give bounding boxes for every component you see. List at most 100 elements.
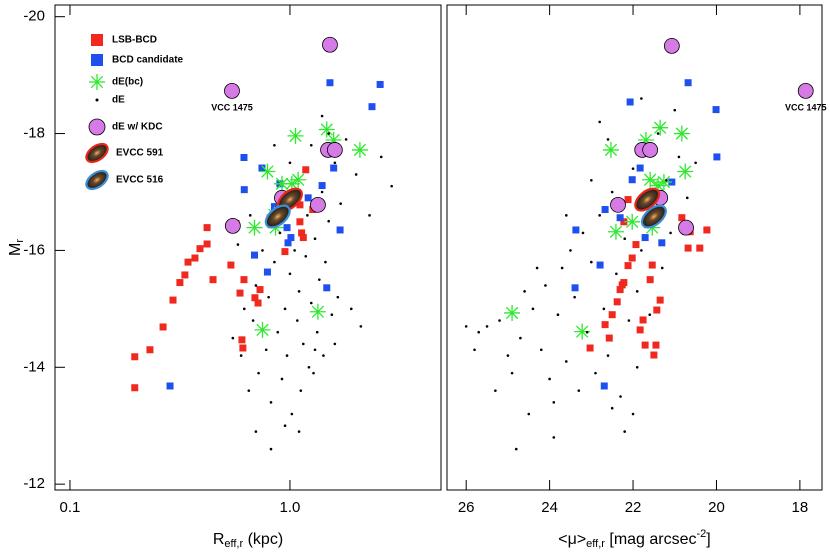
asterisk-marker bbox=[309, 303, 326, 320]
ellipse-marker bbox=[264, 204, 291, 229]
dot-marker bbox=[390, 184, 393, 188]
square-marker bbox=[238, 336, 246, 344]
square-marker bbox=[146, 346, 154, 354]
dot-marker bbox=[313, 348, 317, 352]
x-tick-label: 1.0 bbox=[280, 499, 301, 516]
dot-marker bbox=[315, 330, 319, 334]
square-marker bbox=[600, 382, 608, 390]
dot-marker bbox=[339, 202, 342, 205]
asterisk-stroke bbox=[643, 173, 657, 186]
legend-swatch bbox=[85, 169, 109, 191]
y-tick-label: -16 bbox=[23, 241, 45, 258]
circle-marker bbox=[310, 196, 326, 213]
x-tick-label: 20 bbox=[708, 499, 725, 516]
dot-marker bbox=[527, 412, 531, 416]
square-marker bbox=[209, 276, 217, 284]
legend-swatch bbox=[91, 34, 103, 46]
legend-label: dE w/ KDC bbox=[112, 122, 163, 133]
dot-marker bbox=[320, 190, 324, 194]
square-marker bbox=[628, 176, 636, 184]
y-tick-label: -20 bbox=[23, 8, 45, 25]
square-marker bbox=[628, 254, 636, 262]
dot-marker bbox=[285, 354, 289, 357]
dot-marker bbox=[564, 214, 568, 217]
dot-marker bbox=[477, 330, 481, 334]
dot-marker bbox=[336, 295, 340, 299]
dot-marker bbox=[514, 447, 518, 451]
circle-marker bbox=[642, 142, 659, 158]
dot-marker bbox=[242, 307, 246, 311]
dot-marker bbox=[354, 173, 358, 176]
square-marker bbox=[613, 298, 621, 306]
dot-marker bbox=[510, 371, 514, 375]
square-marker bbox=[159, 323, 167, 331]
asterisk-marker bbox=[642, 171, 659, 188]
dot-marker bbox=[320, 114, 324, 118]
square-marker bbox=[239, 344, 247, 352]
dot-marker bbox=[640, 97, 643, 100]
asterisk-stroke bbox=[626, 215, 639, 228]
markers bbox=[464, 38, 814, 451]
dot-marker bbox=[280, 377, 284, 381]
dot-marker bbox=[660, 266, 664, 270]
dot-marker bbox=[623, 237, 626, 241]
x-label-sub: eff,r bbox=[224, 538, 243, 550]
dot-marker bbox=[267, 295, 270, 299]
x-label-main: R bbox=[213, 531, 225, 548]
dot-marker bbox=[379, 155, 383, 159]
dot-marker bbox=[552, 436, 556, 439]
asterisk-stroke bbox=[261, 165, 274, 178]
dot-marker bbox=[318, 278, 321, 281]
dot-marker bbox=[269, 447, 273, 451]
circle-marker bbox=[797, 82, 814, 99]
dot-marker bbox=[498, 319, 501, 322]
square-marker bbox=[258, 164, 266, 172]
dot-marker bbox=[598, 120, 601, 124]
dot-marker bbox=[506, 354, 510, 357]
dot-marker bbox=[585, 330, 589, 334]
dot-marker bbox=[627, 319, 631, 322]
dot-marker bbox=[548, 377, 551, 381]
square-marker bbox=[601, 206, 609, 214]
square-marker bbox=[254, 299, 262, 307]
x-tick-label: 18 bbox=[792, 499, 809, 516]
square-marker bbox=[336, 226, 344, 234]
dot-marker bbox=[694, 161, 697, 165]
dot-marker bbox=[577, 389, 581, 392]
circle-marker bbox=[224, 82, 240, 99]
dot-marker bbox=[254, 284, 258, 287]
circle-marker bbox=[678, 219, 694, 236]
dot-marker bbox=[299, 389, 303, 392]
x-label-rest: [mag arcsec bbox=[605, 531, 697, 548]
x-tick-label: 26 bbox=[458, 499, 475, 516]
square-marker bbox=[191, 254, 199, 262]
dot-marker bbox=[261, 249, 264, 252]
asterisk-stroke bbox=[248, 221, 261, 234]
square-marker bbox=[624, 262, 632, 270]
dot-marker bbox=[302, 342, 305, 346]
legend-swatch bbox=[88, 118, 106, 136]
dot-marker bbox=[368, 214, 371, 217]
legend-swatch bbox=[95, 98, 99, 102]
square-marker bbox=[608, 311, 616, 319]
square-marker bbox=[251, 294, 259, 302]
square-marker bbox=[636, 326, 644, 334]
square-marker bbox=[684, 244, 692, 252]
dot-marker bbox=[535, 266, 539, 270]
square-marker bbox=[653, 306, 661, 314]
dot-marker bbox=[288, 161, 292, 165]
dot-marker bbox=[598, 214, 601, 217]
asterisk-marker bbox=[290, 171, 307, 188]
circle-marker bbox=[326, 142, 343, 158]
dot-marker bbox=[523, 290, 526, 293]
asterisk-stroke bbox=[604, 143, 618, 157]
square-marker bbox=[263, 268, 271, 276]
dot-marker bbox=[293, 249, 296, 252]
square-marker bbox=[376, 80, 384, 88]
dot-marker bbox=[635, 365, 639, 369]
dot-marker bbox=[610, 406, 614, 410]
legend-label: LSB-BCD bbox=[112, 35, 157, 46]
square-marker bbox=[605, 334, 613, 342]
square-marker bbox=[620, 218, 628, 226]
